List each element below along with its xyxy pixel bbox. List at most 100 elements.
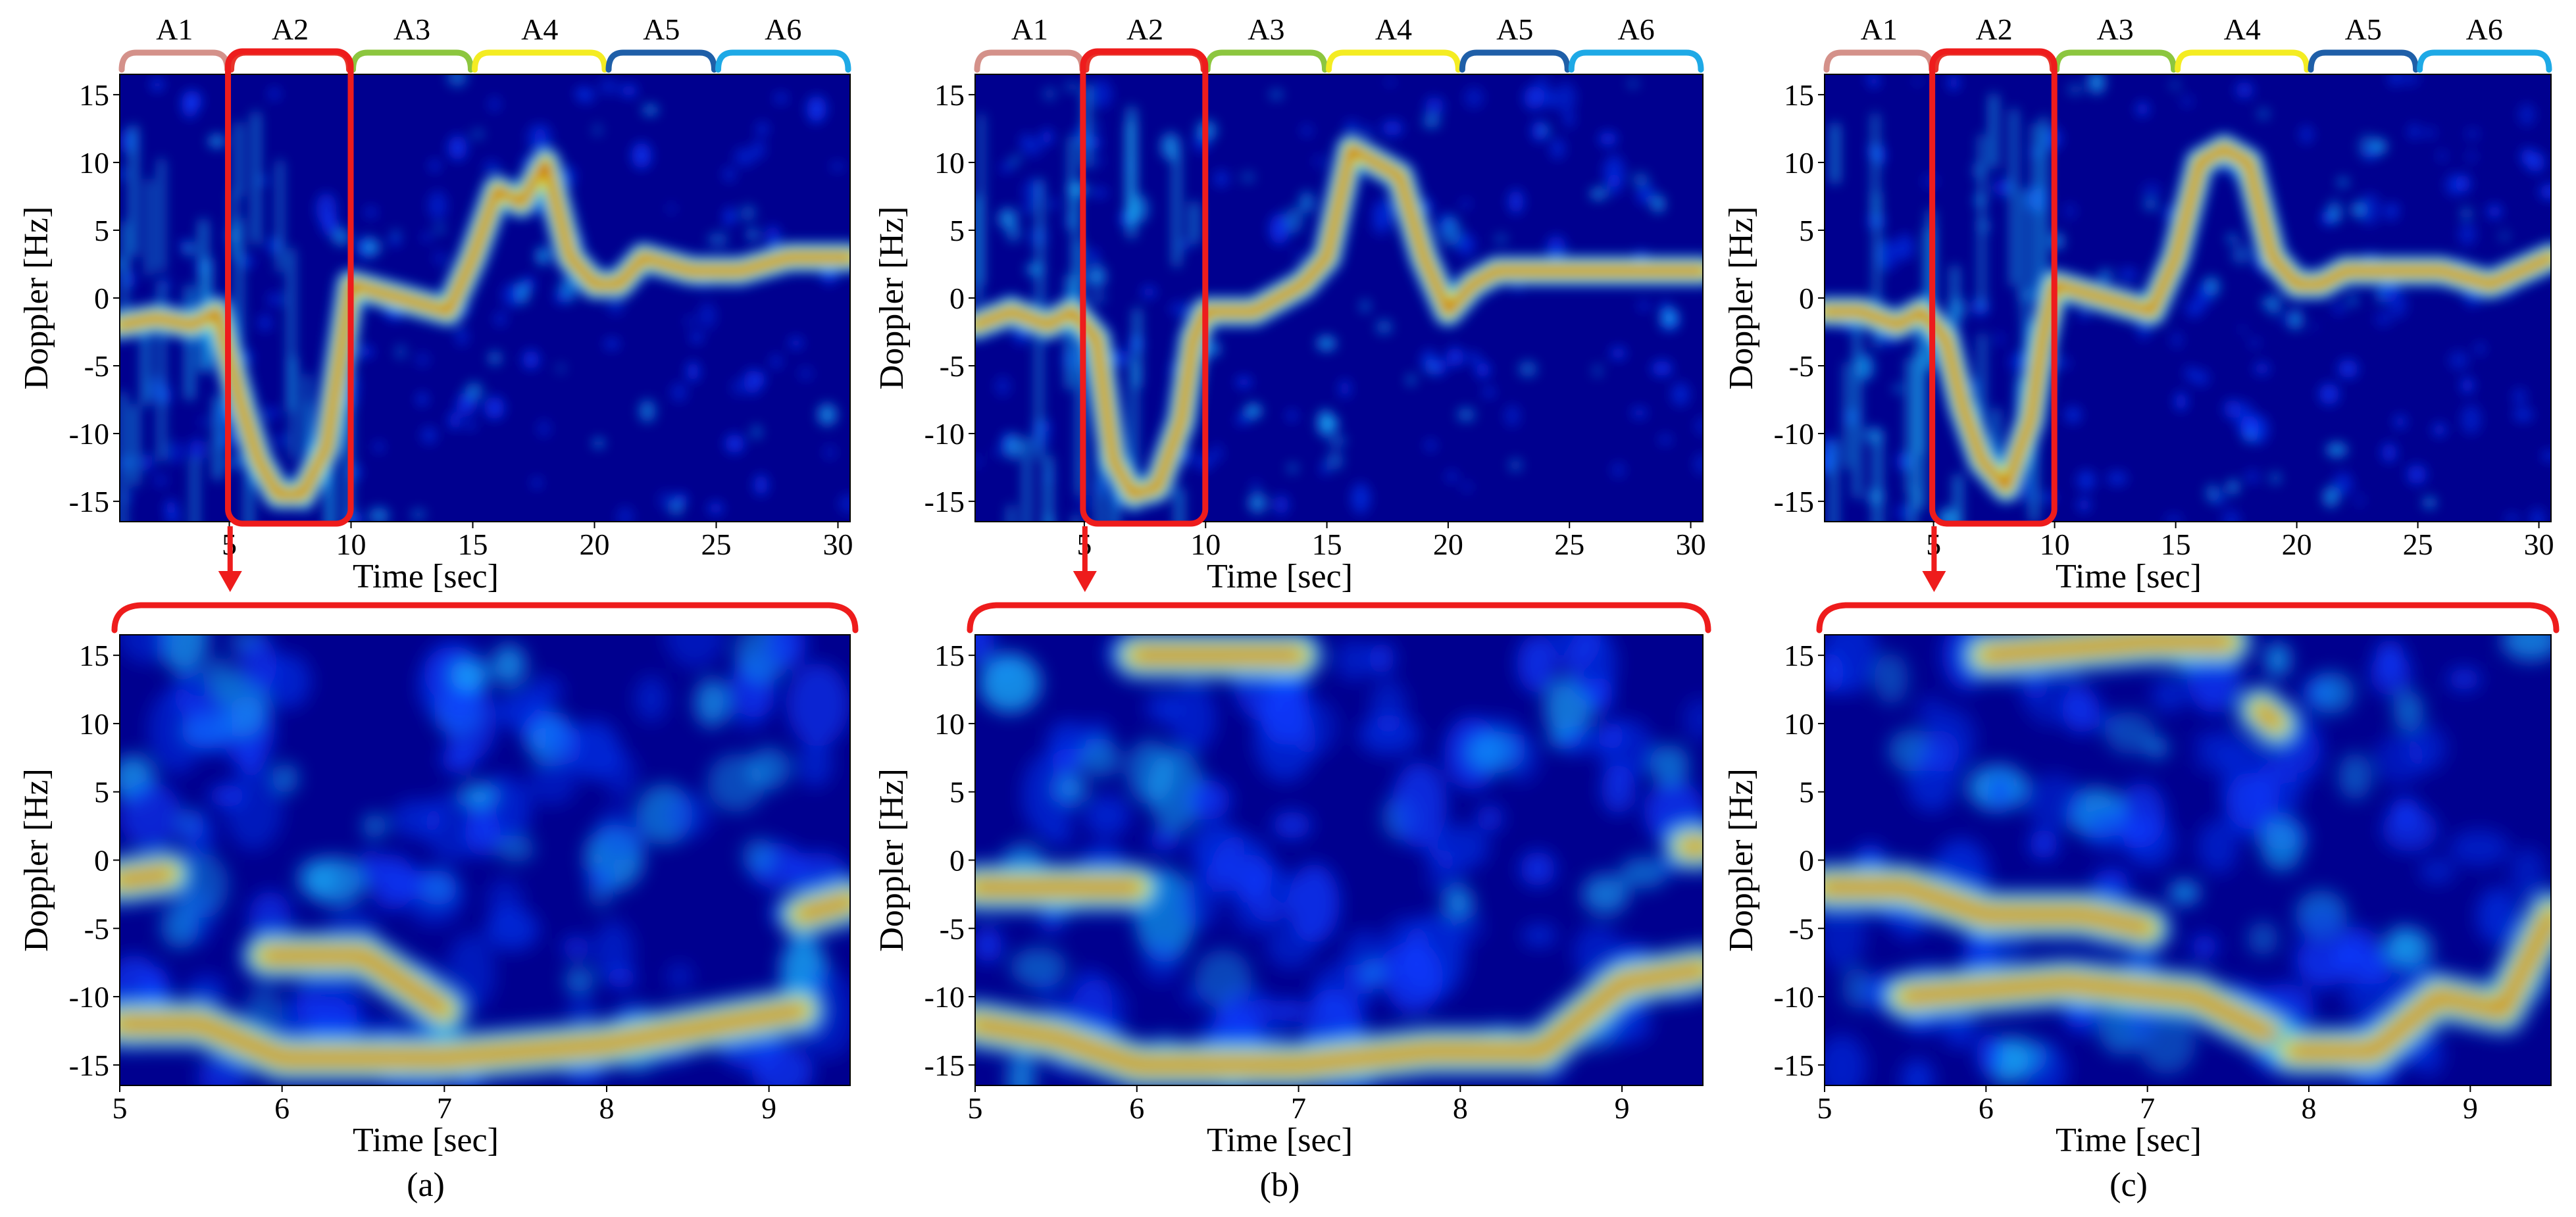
y-tick-label: -15 xyxy=(69,1049,109,1082)
y-tick-label: -10 xyxy=(69,980,109,1014)
y-axis-label: Doppler [Hz] xyxy=(1723,768,1760,952)
y-tick-label: 15 xyxy=(1784,78,1814,112)
x-tick-label: 30 xyxy=(823,528,853,561)
x-tick-label: 5 xyxy=(968,1091,983,1125)
y-tick-label: 5 xyxy=(949,776,965,809)
segment-bracket-a6 xyxy=(2417,49,2552,73)
x-tick-label: 5 xyxy=(1817,1091,1832,1125)
segment-bracket-a1 xyxy=(1823,49,1935,73)
zoom-bracket-a xyxy=(111,602,859,633)
y-tick-label: -5 xyxy=(940,912,965,945)
zoom-arrowhead-a xyxy=(218,571,242,592)
x-tick-label: 6 xyxy=(1129,1091,1144,1125)
y-axis-label: Doppler [Hz] xyxy=(1723,207,1760,390)
y-tick-label: -10 xyxy=(924,417,965,451)
x-tick-label: 7 xyxy=(2140,1091,2155,1125)
highlight-box-c xyxy=(1929,48,2058,527)
segment-bracket-a1 xyxy=(118,49,230,73)
segment-bracket-a4 xyxy=(1326,49,1461,73)
x-tick-label: 20 xyxy=(580,528,610,561)
y-tick-label: -5 xyxy=(1789,349,1814,383)
x-tick-label: 20 xyxy=(2282,528,2312,561)
x-axis-label: Time [sec] xyxy=(2056,1122,2202,1159)
ridge-core xyxy=(975,964,1703,1070)
y-tick-label: 0 xyxy=(1799,844,1814,878)
ridge-core xyxy=(2288,910,2551,1056)
y-axis-label: Doppler [Hz] xyxy=(18,768,55,952)
highlight-box-b xyxy=(1080,48,1209,527)
y-tick-label: -10 xyxy=(1774,417,1814,451)
y-tick-label: 5 xyxy=(1799,214,1814,247)
y-tick-label: 15 xyxy=(79,639,109,672)
ridge-core xyxy=(120,869,174,885)
heatmap-energy xyxy=(1825,74,2551,522)
x-tick-label: 15 xyxy=(2161,528,2191,561)
y-tick-label: -15 xyxy=(1774,1049,1814,1082)
x-tick-label: 8 xyxy=(1453,1091,1468,1125)
y-tick-label: -10 xyxy=(1774,980,1814,1014)
x-tick-label: 20 xyxy=(1433,528,1463,561)
x-axis-label: Time [sec] xyxy=(353,558,499,595)
y-tick-label: 0 xyxy=(1799,282,1814,315)
y-tick-label: -10 xyxy=(69,417,109,451)
y-tick-label: 10 xyxy=(79,707,109,741)
x-tick-label: 9 xyxy=(761,1091,776,1125)
zoom-bracket-c xyxy=(1816,602,2560,633)
ridge-core xyxy=(1825,882,2152,933)
heatmap-energy xyxy=(120,635,850,1085)
segment-label: A4 xyxy=(2224,12,2261,46)
x-axis-label: Time [sec] xyxy=(1207,1122,1353,1159)
x-axis-label: Time [sec] xyxy=(1207,558,1353,595)
panel-caption-b: (b) xyxy=(1260,1166,1300,1204)
heatmap-energy xyxy=(1825,635,2551,1085)
ridge-core xyxy=(1825,145,2551,491)
x-tick-label: 9 xyxy=(2463,1091,2478,1125)
x-axis-label: Time [sec] xyxy=(353,1122,499,1159)
y-tick-label: -15 xyxy=(69,485,109,518)
y-tick-label: 5 xyxy=(94,214,109,247)
segment-label: A3 xyxy=(2096,12,2133,46)
y-tick-label: -5 xyxy=(940,349,965,383)
y-tick-label: -15 xyxy=(924,485,965,518)
heatmap-background xyxy=(1825,74,2551,522)
segment-label: A5 xyxy=(1496,12,1533,46)
segment-bracket-a6 xyxy=(1568,49,1704,73)
segment-label: A4 xyxy=(521,12,558,46)
ridge-core xyxy=(261,951,449,1015)
segment-label: A4 xyxy=(1375,12,1412,46)
y-axis-label: Doppler [Hz] xyxy=(873,207,911,390)
ridge-core xyxy=(120,159,850,498)
panel-caption-c: (c) xyxy=(2109,1166,2148,1204)
segment-bracket-a3 xyxy=(2054,49,2177,73)
ridge-core xyxy=(120,1005,807,1063)
y-tick-label: 10 xyxy=(934,707,965,741)
segment-bracket-a2 xyxy=(228,49,352,73)
segment-label: A6 xyxy=(1617,12,1654,46)
ridge-core xyxy=(796,896,850,920)
segment-label: A5 xyxy=(643,12,680,46)
x-tick-label: 30 xyxy=(1676,528,1706,561)
segment-label: A1 xyxy=(156,12,193,46)
highlight-box-a xyxy=(225,48,354,527)
segment-label: A6 xyxy=(765,12,801,46)
y-tick-label: 15 xyxy=(1784,639,1814,672)
segment-bracket-a3 xyxy=(1204,49,1328,73)
y-tick-label: 15 xyxy=(79,78,109,112)
segment-bracket-a3 xyxy=(350,49,474,73)
y-axis-label: Doppler [Hz] xyxy=(873,768,911,952)
segment-label: A2 xyxy=(1975,12,2012,46)
segment-bracket-a5 xyxy=(605,49,717,73)
x-tick-label: 10 xyxy=(336,528,366,561)
segment-bracket-a5 xyxy=(2308,49,2419,73)
x-tick-label: 8 xyxy=(599,1091,615,1125)
y-tick-label: -15 xyxy=(1774,485,1814,518)
segment-label: A1 xyxy=(1861,12,1898,46)
segment-bracket-a4 xyxy=(472,49,608,73)
panel-caption-a: (a) xyxy=(407,1166,445,1204)
segment-bracket-a5 xyxy=(1459,49,1571,73)
x-tick-label: 25 xyxy=(701,528,732,561)
y-tick-label: 0 xyxy=(949,844,965,878)
y-tick-label: -10 xyxy=(924,980,965,1014)
